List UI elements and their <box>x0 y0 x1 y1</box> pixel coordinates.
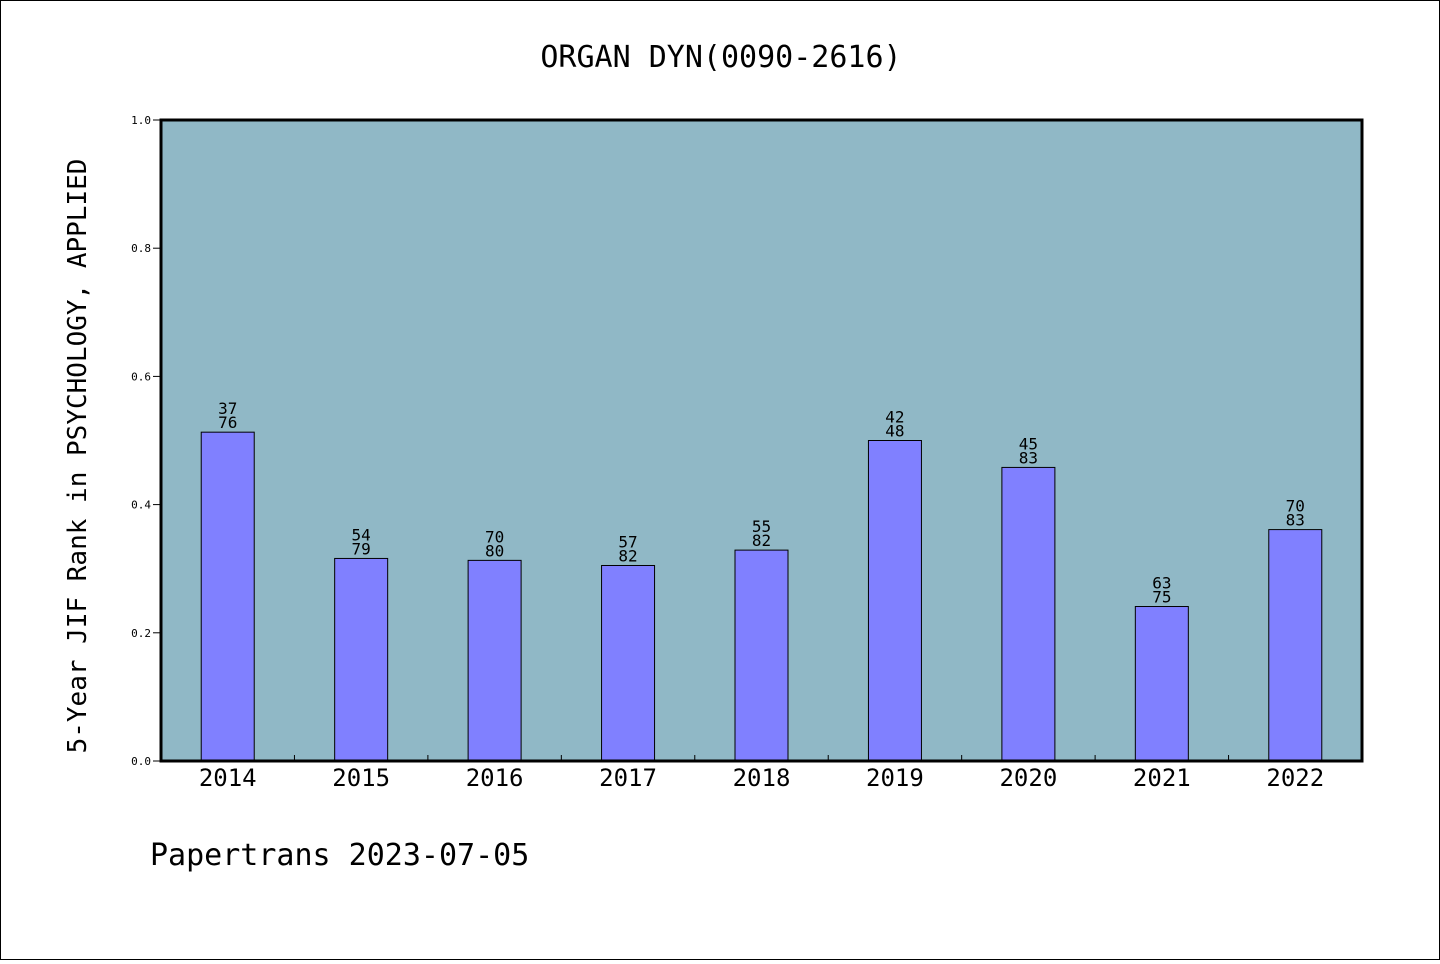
bar <box>1134 606 1189 762</box>
footer-text: Papertrans 2023-07-05 <box>150 838 529 873</box>
bar <box>1001 466 1056 762</box>
x-tick-label: 2021 <box>1133 764 1191 792</box>
data-label-total: 75 <box>1152 588 1171 607</box>
y-axis-label: 5-Year JIF Rank in PSYCHOLOGY, APPLIED <box>63 159 93 754</box>
y-tick-label: 0.4 <box>131 499 151 512</box>
y-tick-label: 0.0 <box>131 755 151 768</box>
x-tick-label: 2016 <box>466 764 524 792</box>
data-label-rank: 42 <box>885 408 904 427</box>
chart-title: ORGAN DYN(0090-2616) <box>540 40 901 75</box>
y-tick-label: 1.0 <box>131 114 151 127</box>
x-tick-label: 2014 <box>199 764 257 792</box>
data-label-total: 82 <box>618 546 637 565</box>
data-label-rank: 55 <box>752 517 771 536</box>
data-label-rank: 54 <box>352 525 371 544</box>
data-label-rank: 70 <box>485 527 504 546</box>
bar <box>1268 529 1323 762</box>
data-labels-group: 2014377620155479201670802017578220185582… <box>131 114 1324 792</box>
x-tick-label: 2018 <box>733 764 791 792</box>
x-tick-label: 2017 <box>599 764 657 792</box>
bar <box>734 549 789 762</box>
data-label-total: 76 <box>218 413 237 432</box>
x-tick-label: 2022 <box>1266 764 1324 792</box>
ticks-group <box>153 119 1230 762</box>
bars-group <box>200 431 1323 762</box>
x-tick-label: 2019 <box>866 764 924 792</box>
data-label-rank: 37 <box>218 399 237 418</box>
data-label-rank: 63 <box>1152 574 1171 593</box>
bar <box>467 559 522 762</box>
y-tick-label: 0.6 <box>131 370 151 383</box>
bar <box>200 431 255 762</box>
y-tick-label: 0.8 <box>131 242 151 255</box>
data-label-total: 79 <box>352 539 371 558</box>
bar <box>867 440 922 762</box>
data-label-total: 48 <box>885 422 904 441</box>
bar <box>334 557 389 762</box>
data-label-total: 83 <box>1019 448 1038 467</box>
x-tick-label: 2020 <box>999 764 1057 792</box>
data-label-rank: 57 <box>618 532 637 551</box>
data-label-total: 83 <box>1286 511 1305 530</box>
data-label-rank: 45 <box>1019 434 1038 453</box>
data-label-total: 82 <box>752 531 771 550</box>
y-tick-label: 0.2 <box>131 627 151 640</box>
bar <box>601 564 656 762</box>
plot-border <box>159 118 1364 763</box>
data-label-total: 80 <box>485 541 504 560</box>
x-tick-label: 2015 <box>332 764 390 792</box>
data-label-rank: 70 <box>1286 497 1305 516</box>
